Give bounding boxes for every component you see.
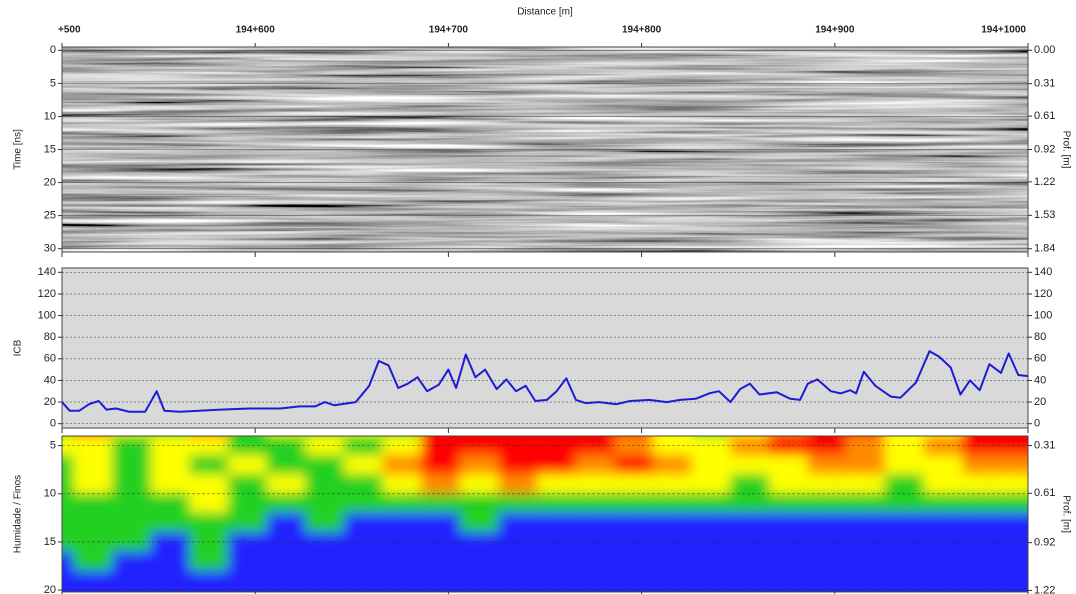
y2-tick-label: 0.92 [1034,537,1055,549]
y2-tick-label: 40 [1034,374,1046,386]
y2-tick-label: 1.22 [1034,176,1055,188]
panel-frame [61,435,1029,593]
y-tick-label: 25 [44,210,56,222]
x-tick-label: 194+700 [429,25,469,36]
x-tick-label: +500 [58,25,81,36]
y-tick-label: 15 [44,536,56,548]
y-axis-title: Humidade / Finos [13,475,24,553]
y2-tick-label: 1.22 [1034,584,1055,594]
y2-tick-label: 60 [1034,353,1046,365]
y2-tick-label: 0.31 [1034,78,1055,90]
x-axis-title: Distance [m] [517,7,573,18]
y2-axis-title: Prof. [m] [1060,131,1071,169]
y-tick-label: 60 [44,353,56,365]
y-tick-label: 5 [50,77,56,89]
x-tick-label: 194+600 [236,25,276,36]
y2-tick-label: 1.53 [1034,209,1055,221]
panel-frame [61,46,1029,253]
y2-axis-title: Prof. [m] [1060,495,1071,533]
y-tick-label: 80 [44,331,56,343]
y-axis-title: ICB [13,339,24,356]
panel [62,268,1028,428]
y2-tick-label: 0.31 [1034,439,1055,451]
y-tick-label: 100 [38,309,56,321]
y-tick-label: 0 [50,418,56,430]
x-tick-label: 194+800 [622,25,662,36]
y2-tick-label: 1.84 [1034,243,1055,255]
panel-background [62,268,1028,428]
y-tick-label: 20 [44,396,56,408]
heatmap-cell [1000,570,1028,592]
heatmap-cells [62,436,1028,592]
y-tick-label: 30 [44,243,56,255]
y-tick-label: 20 [44,176,56,188]
y2-tick-label: 0.00 [1034,44,1055,56]
y2-tick-label: 120 [1034,288,1052,300]
y-tick-label: 120 [38,288,56,300]
x-tick-label: 194+1000 [981,25,1026,36]
y-tick-label: 20 [44,584,56,594]
y2-tick-label: 0 [1034,418,1040,430]
x-tick-label: 194+900 [815,25,855,36]
y2-tick-label: 100 [1034,309,1052,321]
y-axis-title: Time [ns] [13,129,24,170]
y2-tick-label: 0.61 [1034,487,1055,499]
y2-tick-label: 0.61 [1034,110,1055,122]
panel-frame [61,267,1029,429]
y-tick-label: 10 [44,488,56,500]
y-tick-label: 15 [44,143,56,155]
y-tick-label: 140 [38,266,56,278]
panel [62,436,1028,592]
y-tick-label: 5 [50,440,56,452]
y2-tick-label: 80 [1034,331,1046,343]
y2-tick-label: 0.92 [1034,143,1055,155]
y-tick-label: 40 [44,374,56,386]
y2-tick-label: 20 [1034,396,1046,408]
panel [62,47,1028,252]
y-tick-label: 10 [44,110,56,122]
y-tick-label: 0 [50,44,56,56]
y2-tick-label: 140 [1034,266,1052,278]
icb-line [62,350,1028,413]
